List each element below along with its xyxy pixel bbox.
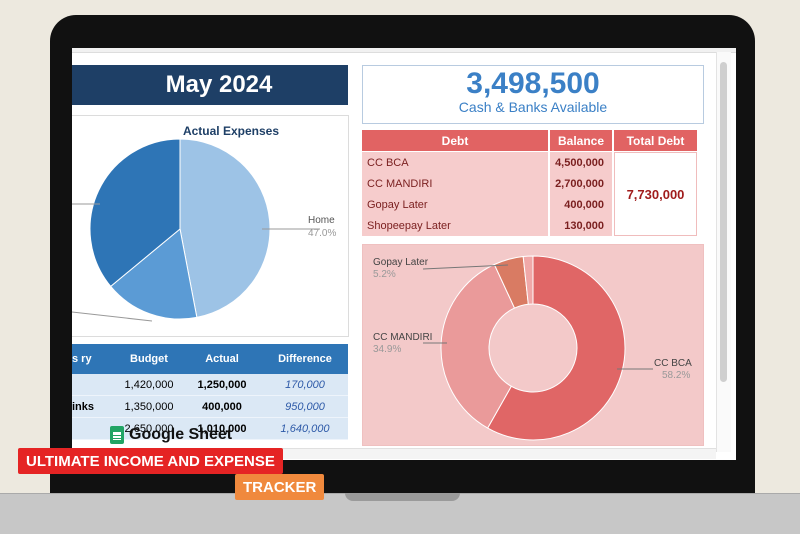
cell-actual: 1,250,000 xyxy=(197,378,247,391)
header-category: s ry xyxy=(72,353,92,365)
laptop-notch xyxy=(345,493,460,501)
debt-row-balance: 2,700,000 xyxy=(550,173,612,194)
debt-donut-chart: Gopay Later 5.2% CC MANDIRI 34.9% CC BCA… xyxy=(373,255,692,441)
pie-label-home-pct: 47.0% xyxy=(308,228,336,239)
debt-row-name[interactable]: Shopeepay Later xyxy=(362,215,548,236)
debt-table: Debt Balance Total Debt CC BCA 4,500,000… xyxy=(362,130,697,236)
expenses-chart-panel: Actual Expenses Home 47.0% xyxy=(72,115,349,337)
donut-label-gopay: Gopay Later xyxy=(373,257,429,268)
pie-label-home: Home xyxy=(308,215,335,226)
expenses-table: s ry Budget Actual Difference 1,420,000 … xyxy=(72,344,348,440)
google-sheet-brand: Google Sheet xyxy=(110,426,232,444)
cash-amount: 3,498,500 xyxy=(466,67,600,100)
debt-header-total: Total Debt xyxy=(614,130,697,151)
cell-difference: 950,000 xyxy=(285,400,325,413)
title-ribbon-line1: ULTIMATE INCOME AND EXPENSE xyxy=(18,448,283,474)
leader-line-bottom xyxy=(72,311,153,322)
cell-category: inks xyxy=(72,400,95,413)
cash-label: Cash & Banks Available xyxy=(458,99,608,115)
donut-label-bca-pct: 58.2% xyxy=(662,370,690,381)
month-title: May 2024 xyxy=(72,65,348,105)
debt-donut-panel: Gopay Later 5.2% CC MANDIRI 34.9% CC BCA… xyxy=(362,244,704,446)
expenses-table-header: s ry Budget Actual Difference xyxy=(72,344,348,374)
debt-row-name[interactable]: CC MANDIRI xyxy=(362,173,548,194)
scroll-thumb[interactable] xyxy=(720,62,727,382)
cell-budget: 1,350,000 xyxy=(124,400,174,413)
header-budget: Budget xyxy=(130,353,168,365)
table-row[interactable]: 2,650,000 1,010,000 1,640,000 xyxy=(72,418,348,440)
vertical-scrollbar[interactable] xyxy=(716,52,731,452)
donut-label-mandiri-pct: 34.9% xyxy=(373,344,401,355)
debt-row-name[interactable]: Gopay Later xyxy=(362,194,548,215)
sheet-grid-top xyxy=(72,48,736,53)
cell-difference: 1,640,000 xyxy=(280,422,330,435)
debt-header-name: Debt xyxy=(362,130,548,151)
donut-label-bca: CC BCA xyxy=(654,358,692,369)
debt-row-balance: 400,000 xyxy=(550,194,612,215)
cell-actual: 400,000 xyxy=(202,400,242,413)
brand-text: Google Sheet xyxy=(129,426,233,443)
cell-category xyxy=(72,374,116,395)
cell-difference: 170,000 xyxy=(285,378,325,391)
debt-header-balance: Balance xyxy=(550,130,612,151)
donut-label-gopay-pct: 5.2% xyxy=(373,269,396,280)
slice-other-a[interactable] xyxy=(109,228,198,320)
cell-budget: 2,650,000 xyxy=(124,422,174,435)
slice-other-b[interactable] xyxy=(89,138,181,288)
google-sheets-icon xyxy=(110,426,124,444)
expenses-pie-chart: Home 47.0% xyxy=(72,138,336,322)
slice-cc-mandiri[interactable] xyxy=(440,263,516,429)
title-ribbon-line2: TRACKER xyxy=(235,474,325,500)
debt-row-balance: 4,500,000 xyxy=(550,152,612,173)
table-row[interactable]: 1,420,000 1,250,000 170,000 xyxy=(72,374,348,396)
debt-row-name[interactable]: CC BCA xyxy=(362,152,548,173)
table-row[interactable]: inks 1,350,000 400,000 950,000 xyxy=(72,396,348,418)
total-debt-value: 7,730,000 xyxy=(614,152,697,236)
cash-summary-box: 3,498,500 Cash & Banks Available xyxy=(362,65,704,124)
slice-cc-bca[interactable] xyxy=(486,255,626,441)
debt-row-balance: 130,000 xyxy=(550,215,612,236)
spreadsheet-screen: May 2024 Actual Expenses Home 47.0% s ry… xyxy=(72,48,736,460)
horizontal-scrollbar[interactable] xyxy=(72,448,716,459)
donut-label-mandiri: CC MANDIRI xyxy=(373,332,432,343)
header-difference: Difference xyxy=(278,353,332,365)
header-actual: Actual xyxy=(205,353,239,365)
slice-shopeepay-later[interactable] xyxy=(522,255,534,305)
leader-gopay xyxy=(422,264,509,270)
cell-actual: 1,010,000 xyxy=(197,422,247,435)
expenses-chart-title: Actual Expenses xyxy=(182,124,280,138)
slice-home[interactable] xyxy=(179,138,271,318)
cell-budget: 1,420,000 xyxy=(124,378,174,391)
